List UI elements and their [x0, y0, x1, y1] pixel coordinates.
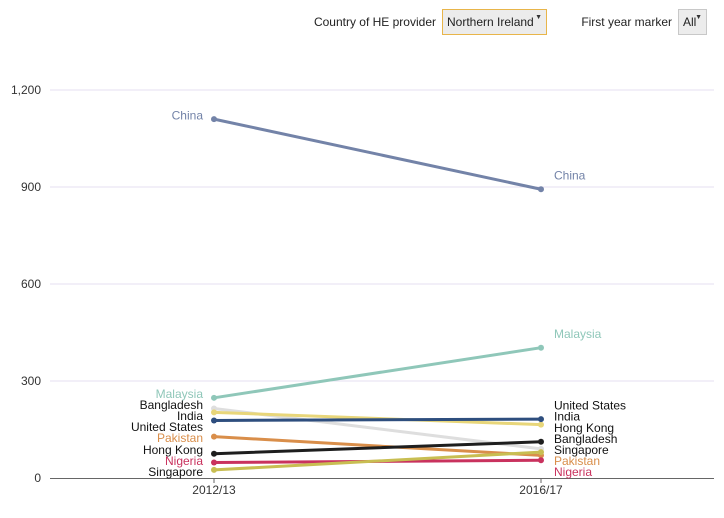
y-axis: 0 300 600 900 1,200 — [11, 83, 41, 485]
series-label-pakistan: Pakistan — [157, 431, 203, 445]
data-point-china — [538, 186, 544, 193]
year-marker-dropdown[interactable]: All ▼ — [678, 9, 707, 35]
series-china — [211, 116, 544, 193]
series-layer — [211, 116, 544, 473]
country-label: Country of HE provider — [313, 15, 436, 29]
caret-down-icon: ▼ — [695, 14, 702, 21]
series-label-singapore: Singapore — [554, 443, 609, 457]
series-label-singapore: Singapore — [148, 465, 203, 479]
data-point-india — [211, 409, 217, 416]
data-point-united-states — [211, 417, 217, 424]
data-point-india — [538, 421, 544, 428]
data-point-china — [211, 116, 217, 123]
series-label-malaysia: Malaysia — [156, 387, 204, 401]
series-hong-kong — [211, 438, 544, 457]
series-label-india: India — [554, 409, 580, 423]
year-marker-label: First year marker — [581, 15, 672, 29]
data-point-singapore — [538, 449, 544, 456]
grid-lines — [50, 89, 714, 382]
series-malaysia — [211, 344, 544, 401]
data-point-united-states — [538, 416, 544, 423]
series-label-united-states: United States — [554, 398, 626, 412]
data-point-hong-kong — [211, 450, 217, 457]
series-label-hong-kong: Hong Kong — [143, 443, 203, 457]
y-tick-label: 600 — [21, 277, 41, 291]
y-tick-label: 1,200 — [11, 83, 41, 97]
series-line-malaysia — [212, 346, 543, 400]
series-line-china — [212, 117, 543, 191]
series-label-bangladesh: Bangladesh — [140, 398, 203, 412]
series-label-china: China — [172, 108, 204, 122]
data-point-malaysia — [211, 394, 217, 401]
data-point-malaysia — [538, 344, 544, 351]
series-label-united-states: United States — [131, 420, 203, 434]
series-label-india: India — [177, 409, 203, 423]
series-line-pakistan — [212, 435, 543, 457]
data-point-pakistan — [211, 433, 217, 440]
series-label-china: China — [554, 168, 586, 182]
country-dropdown-value: Northern Ireland — [447, 15, 534, 29]
series-label-pakistan: Pakistan — [554, 454, 600, 468]
controls-bar: Country of HE provider Northern Ireland … — [0, 8, 724, 38]
series-line-hong-kong — [212, 440, 543, 456]
series-line-united-states — [212, 417, 543, 422]
country-dropdown[interactable]: Northern Ireland ▼ — [442, 9, 547, 35]
series-label-nigeria: Nigeria — [554, 465, 592, 479]
data-point-singapore — [211, 466, 217, 473]
caret-down-icon: ▼ — [535, 14, 542, 21]
x-tick-label: 2016/17 — [519, 483, 563, 497]
data-point-hong-kong — [538, 438, 544, 445]
data-point-nigeria — [211, 459, 217, 466]
x-tick-label: 2012/13 — [192, 483, 236, 497]
year-marker-dropdown-value: All — [683, 15, 697, 29]
series-line-singapore — [212, 450, 543, 472]
y-tick-label: 0 — [34, 471, 41, 485]
y-tick-label: 900 — [21, 180, 41, 194]
series-united-states — [211, 416, 544, 424]
data-point-nigeria — [538, 457, 544, 464]
series-label-hong-kong: Hong Kong — [554, 421, 614, 435]
series-label-malaysia: Malaysia — [554, 327, 602, 341]
series-label-nigeria: Nigeria — [165, 454, 203, 468]
y-tick-label: 300 — [21, 374, 41, 388]
series-label-bangladesh: Bangladesh — [554, 432, 617, 446]
series-singapore — [211, 449, 544, 473]
x-axis: 2012/13 2016/17 — [50, 478, 714, 497]
